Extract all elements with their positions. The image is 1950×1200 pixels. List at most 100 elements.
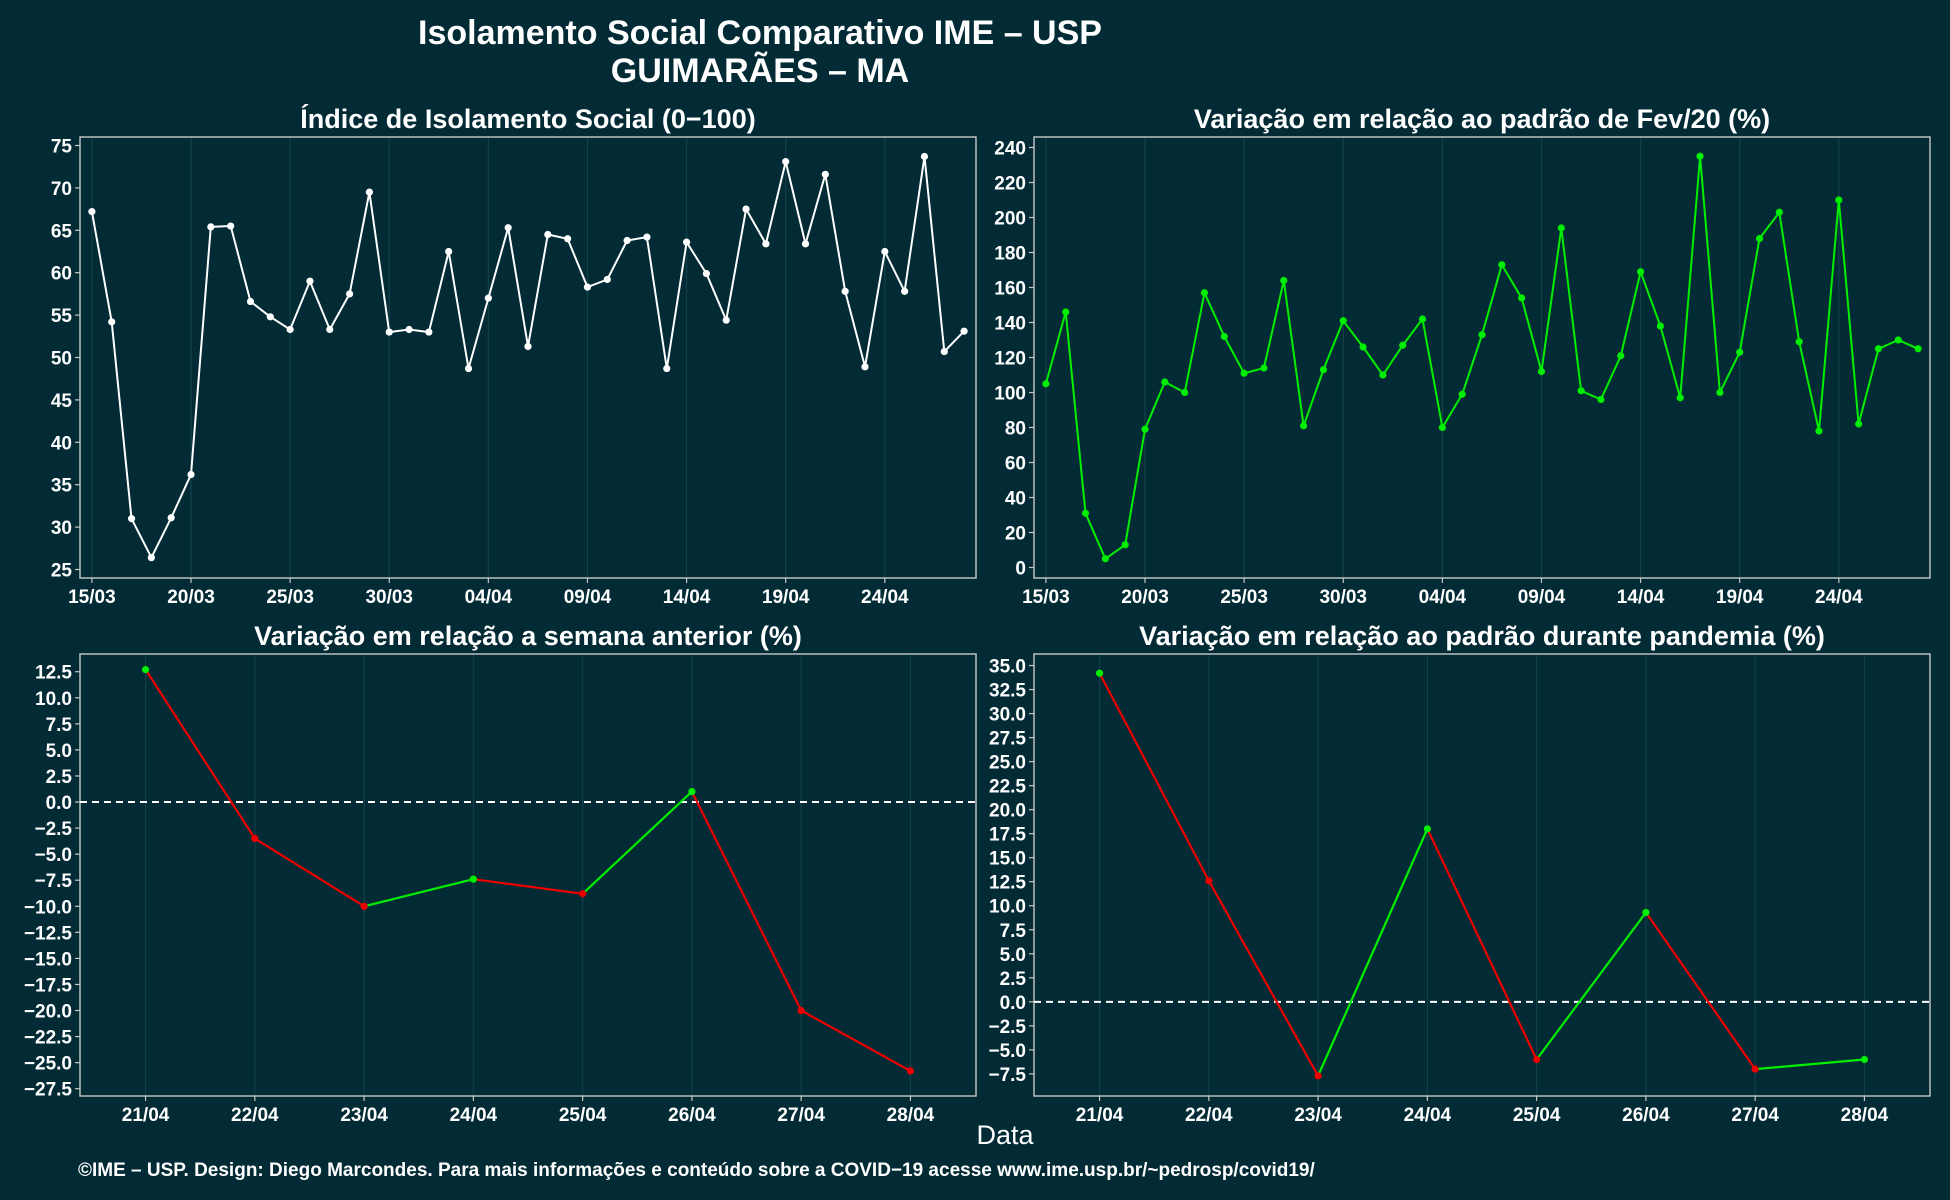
y-tick-label: 60	[1005, 454, 1026, 475]
series-segment	[690, 791, 803, 1012]
panel-isolation-index: 15/03 20/03 25/03 30/03 04/04 09/04 14/04 19/04…	[51, 136, 977, 608]
y-tick-label: 0.0	[1000, 993, 1026, 1014]
y-tick-label: 30.0	[989, 705, 1026, 726]
panel-variation-prev-week: 21/04 22/04 23/04 24/04 25/04 26/04 27/04 28/04…	[24, 653, 977, 1126]
x-tick-label: 25/04	[559, 1105, 607, 1126]
data-point	[1894, 336, 1902, 344]
data-point	[1240, 369, 1248, 377]
x-tick-label: 23/04	[340, 1105, 388, 1126]
y-tick-label: 140	[994, 314, 1026, 335]
data-point	[1141, 425, 1149, 433]
data-point	[1478, 331, 1486, 339]
data-point	[1855, 420, 1863, 428]
x-tick-label: 30/03	[1319, 587, 1367, 608]
y-tick-label: −5.0	[34, 845, 72, 866]
x-tick-label: 24/04	[450, 1105, 498, 1126]
data-point	[1121, 541, 1129, 549]
data-point	[167, 514, 175, 522]
plot-area	[80, 654, 976, 1096]
y-tick-label: −2.5	[988, 1017, 1026, 1038]
data-point	[405, 325, 413, 334]
data-point	[1636, 268, 1645, 276]
data-point	[306, 277, 314, 285]
credit-footer: ©IME – USP. Design: Diego Marcondes. Par…	[78, 1160, 1315, 1181]
y-tick-label: 7.5	[46, 715, 73, 736]
data-point	[1438, 423, 1446, 432]
y-tick-label: −7.5	[34, 871, 72, 892]
data-point	[742, 205, 750, 213]
main-subtitle: GUIMARÃES – MA	[611, 52, 909, 90]
x-tick-label: 19/04	[1716, 587, 1764, 608]
data-point	[906, 1067, 915, 1075]
series-segment	[1098, 672, 1210, 882]
data-point	[484, 294, 492, 302]
data-point	[1716, 388, 1724, 397]
series-segment	[144, 669, 256, 840]
data-point	[940, 347, 948, 356]
data-point	[286, 325, 294, 334]
data-point	[1537, 367, 1546, 376]
data-point	[1181, 388, 1189, 397]
data-point	[1260, 364, 1268, 372]
data-point	[1533, 1055, 1541, 1064]
series-segment	[473, 878, 583, 895]
x-tick-label: 30/03	[365, 587, 413, 608]
y-tick-label: −22.5	[24, 1028, 73, 1049]
panel-title-variation-feb20: Variação em relação ao padrão de Fev/20 …	[1194, 104, 1770, 134]
data-point	[207, 223, 215, 231]
data-point	[147, 554, 155, 562]
plot-area	[1034, 654, 1930, 1096]
data-point	[801, 240, 810, 248]
y-tick-label: −27.5	[24, 1080, 73, 1101]
plot-frame	[1033, 136, 1931, 579]
y-tick-label: 240	[994, 139, 1026, 160]
data-point	[663, 364, 671, 373]
data-point	[960, 327, 968, 335]
data-point	[544, 230, 552, 239]
data-point	[504, 224, 512, 232]
y-tick-label: 120	[994, 349, 1026, 370]
data-point	[1458, 390, 1466, 398]
x-tick-label: 28/04	[1841, 1105, 1889, 1126]
y-tick-label: 200	[994, 209, 1026, 230]
data-point	[643, 233, 651, 241]
y-tick-label: 45	[51, 391, 73, 412]
series-segment	[254, 837, 365, 908]
y-tick-label: 35	[51, 476, 73, 497]
x-tick-label: 27/04	[1731, 1105, 1779, 1126]
data-point	[797, 1006, 805, 1015]
data-point	[345, 290, 354, 298]
y-tick-label: −20.0	[24, 1002, 72, 1023]
series-segment	[1317, 828, 1429, 1077]
x-tick-label: 25/03	[266, 587, 314, 608]
y-tick-label: 2.5	[1000, 969, 1027, 990]
data-point	[1359, 343, 1367, 351]
y-tick-label: 12.5	[35, 663, 72, 684]
series-segment	[1535, 911, 1647, 1061]
data-point	[108, 318, 116, 326]
data-point	[782, 157, 790, 166]
x-tick-label: 22/04	[1185, 1105, 1233, 1126]
data-point	[464, 364, 473, 373]
y-tick-label: 5.0	[46, 741, 72, 762]
y-tick-label: 180	[994, 244, 1026, 265]
data-point	[881, 247, 889, 256]
y-tick-label: −10.0	[24, 897, 72, 918]
data-point	[688, 788, 696, 796]
x-tick-label: 09/04	[564, 587, 612, 608]
y-tick-label: −17.5	[24, 975, 73, 996]
data-point	[920, 152, 929, 161]
y-tick-label: 100	[994, 384, 1026, 405]
data-point	[365, 188, 374, 196]
y-tick-label: 65	[51, 221, 73, 242]
data-point	[1299, 422, 1308, 430]
x-tick-label: 28/04	[887, 1105, 935, 1126]
data-point	[360, 902, 368, 910]
data-point	[1835, 196, 1843, 204]
data-point	[469, 875, 477, 883]
y-tick-label: 160	[994, 279, 1026, 300]
data-point	[1557, 224, 1565, 232]
data-point	[861, 363, 869, 371]
data-point	[1200, 289, 1209, 297]
